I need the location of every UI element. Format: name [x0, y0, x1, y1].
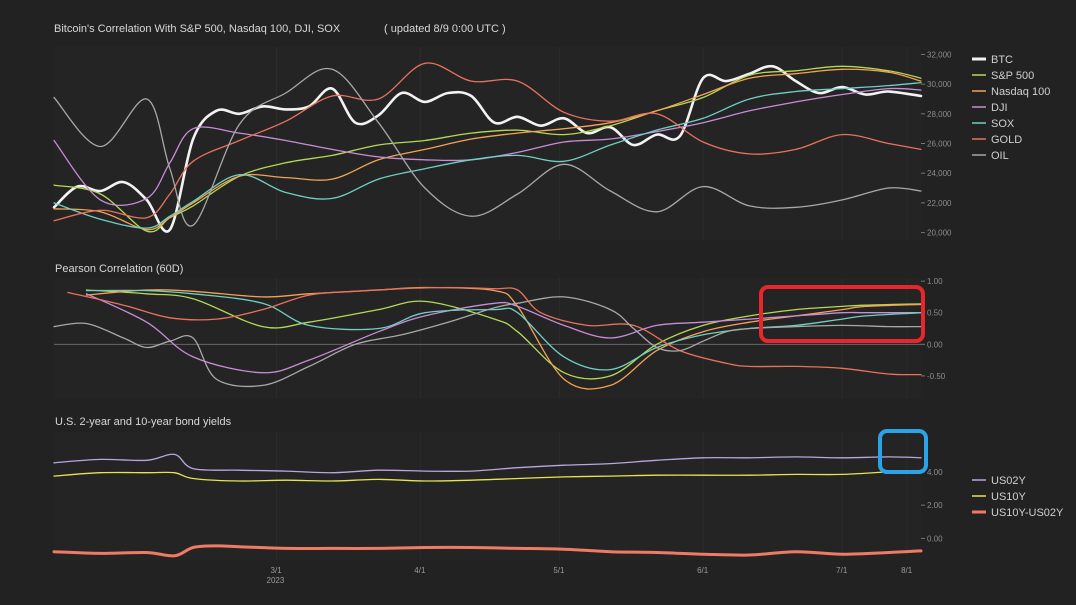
yields-panel-title: U.S. 2-year and 10-year bond yields [55, 416, 232, 428]
x-tick-label: 4/1 [414, 566, 426, 575]
series-line-oil [53, 67, 922, 227]
correlation-panel-title: Pearson Correlation (60D) [55, 263, 183, 275]
series-line-dji [85, 293, 922, 374]
y-tick-label: 22,000 [927, 199, 952, 208]
series-line-btc [52, 64, 923, 233]
x-tick-label: 5/1 [553, 566, 565, 575]
series-line-us10y-us02y [52, 544, 923, 558]
plot-area [54, 278, 921, 398]
x-tick-label: 6/1 [697, 566, 709, 575]
updated-label: ( updated 8/9 0:00 UTC ) [384, 23, 506, 35]
legend-label: US02Y [991, 475, 1027, 487]
series-line-us02y [53, 453, 922, 474]
series-line-oil [53, 296, 922, 388]
series-line-nasdaq-100 [53, 68, 922, 231]
y-tick-label: 1.00 [927, 277, 943, 286]
price-panel: 32,000 30,000 28,000 26,000 24,000 22,000 20,0… [52, 47, 1050, 240]
series-line-gold [53, 62, 922, 222]
legend-label: S&P 500 [991, 70, 1034, 82]
series-line-gold [67, 286, 922, 376]
correlation-panel: 1.00 0.50 0.00 -0.50 [53, 277, 946, 398]
legend-label: OIL [991, 150, 1009, 162]
correlation-highlight-box [759, 285, 925, 343]
y-tick-label: 0.00 [927, 534, 943, 543]
series-line-sox [85, 289, 922, 371]
x-tick-label: 7/1 [836, 566, 848, 575]
series-line-us10y [53, 470, 922, 482]
yield-highlight-box [878, 429, 928, 474]
y-tick-label: 24,000 [927, 169, 952, 178]
y-tick-label: 32,000 [927, 50, 952, 59]
y-tick-label: 0.00 [927, 340, 943, 349]
legend-label: DJI [991, 102, 1008, 114]
y-tick-label: 4.00 [927, 468, 943, 477]
x-tick-label: 8/1 [901, 566, 913, 575]
legend-label: Nasdaq 100 [991, 86, 1050, 98]
series-line-s-p-500 [85, 289, 922, 380]
y-tick-label: 2.00 [927, 501, 943, 510]
x-tick-year: 2023 [267, 576, 285, 585]
chart-title: Bitcoin's Correlation With S&P 500, Nasd… [54, 23, 341, 35]
y-tick-label: 0.50 [927, 309, 943, 318]
legend-label: US10Y-US02Y [991, 507, 1064, 519]
legend-label: GOLD [991, 134, 1022, 146]
legend-label: US10Y [991, 491, 1027, 503]
series-line-sox [53, 81, 922, 229]
y-tick-label: 26,000 [927, 140, 952, 149]
y-tick-label: 28,000 [927, 110, 952, 119]
plot-area [54, 432, 921, 560]
x-tick-label: 3/1 [271, 566, 283, 575]
legend-label: SOX [991, 118, 1015, 130]
y-tick-label: -0.50 [927, 372, 946, 381]
yields-panel: 4.00 2.00 0.00 US02Y US10Y US10Y-US02Y [52, 432, 1064, 560]
y-tick-label: 20,000 [927, 229, 952, 238]
y-tick-label: 30,000 [927, 80, 952, 89]
legend-label: BTC [991, 54, 1013, 66]
